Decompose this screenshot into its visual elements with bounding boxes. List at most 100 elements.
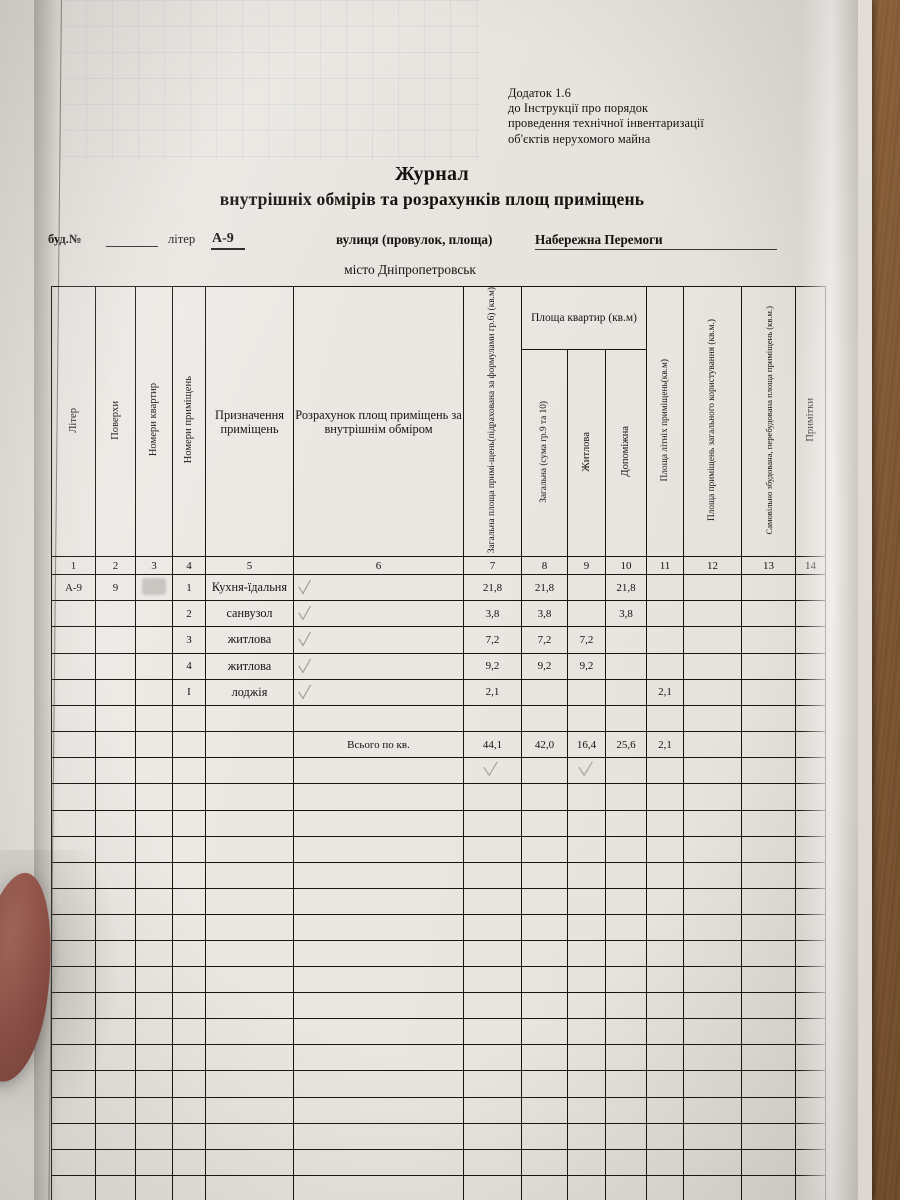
- address-row: буд.№ літер А-9 вулиця (провулок, площа)…: [48, 230, 848, 254]
- cell-empty: [741, 1070, 796, 1098]
- cell-empty: [135, 966, 173, 994]
- cell-empty: [605, 835, 647, 863]
- cell-summer-area: [646, 574, 684, 602]
- colnum-2: 2: [95, 556, 136, 576]
- cell-empty: [95, 1096, 136, 1124]
- header-common-use-area: Площа приміщень загального користування …: [683, 285, 742, 558]
- cell-apt-total: [521, 678, 568, 707]
- cell-empty: [293, 913, 464, 941]
- table-row-empty: [51, 913, 826, 941]
- cell-empty: [683, 705, 742, 733]
- totals-col9: 16,4: [567, 731, 606, 759]
- cell-empty: [172, 1148, 206, 1176]
- table-header-row-1: Літер Поверхи Номери квартир Номери прим…: [51, 285, 826, 558]
- table-row: А-9 9 1 Кухня-їдальня 21,8 21,8 21,8: [51, 574, 826, 602]
- cell-empty: [521, 939, 568, 968]
- header-premises-purpose: Призначення приміщень: [205, 285, 294, 558]
- cell-empty: [172, 1018, 206, 1046]
- cell-empty: [521, 1044, 568, 1072]
- city-label: місто Дніпропетровськ: [344, 262, 476, 277]
- cell-common-area: [683, 652, 742, 680]
- cell-empty: [135, 1148, 173, 1176]
- cell-calculation: [293, 678, 464, 707]
- cell-empty: [521, 913, 568, 941]
- cell-unauthorized-area: [741, 600, 796, 628]
- table-row-empty: [51, 1122, 826, 1150]
- cell-empty: [293, 1096, 464, 1124]
- cell-empty: [172, 887, 206, 915]
- colnum-6: 6: [293, 556, 464, 576]
- cell-empty: [463, 809, 522, 837]
- cell-common-area: [683, 574, 742, 602]
- cell-empty: [646, 1044, 684, 1072]
- totals-row: Всього по кв. 44,1 42,0 16,4 25,6 2,1: [51, 731, 826, 759]
- cell-empty: [205, 966, 294, 994]
- table-row-empty: [51, 1070, 826, 1098]
- cell-empty: [463, 913, 522, 941]
- header-apartment-area-group: Площа квартир (кв.м): [521, 285, 647, 351]
- cell-empty: [567, 861, 606, 889]
- cell-empty: [741, 913, 796, 941]
- cell-empty: [293, 939, 464, 968]
- table-row-empty: [51, 1096, 826, 1124]
- colnum-3: 3: [135, 556, 173, 576]
- pencil-check-icon: [297, 630, 314, 649]
- cell-premise-number: 4: [172, 652, 206, 680]
- table-row-empty: [51, 966, 826, 994]
- cell-empty: [605, 1018, 647, 1046]
- pencil-check-icon: [297, 604, 314, 623]
- cell-empty: [135, 887, 173, 915]
- cell-empty: [683, 809, 742, 837]
- table-row-empty: [51, 835, 826, 863]
- cell-empty: [646, 966, 684, 994]
- cell-empty: [646, 939, 684, 968]
- colnum-12: 12: [683, 556, 742, 576]
- cell-empty: [567, 1018, 606, 1046]
- cell-empty: [293, 887, 464, 915]
- table-row-empty: [51, 1174, 826, 1200]
- liter-label: літер: [168, 232, 196, 246]
- cell-unauthorized-area: [741, 652, 796, 680]
- appendix-reference-block: Додаток 1.6 до Інструкції про порядок пр…: [508, 86, 808, 147]
- cell-empty: [683, 1174, 742, 1200]
- cell-apt-total: 3,8: [521, 600, 568, 628]
- cell-empty: [741, 1148, 796, 1176]
- cell-empty: [741, 887, 796, 915]
- cell-empty: [135, 1122, 173, 1150]
- cell-summer-area: [646, 600, 684, 628]
- cell-empty: [463, 783, 522, 811]
- building-number-blank: [106, 246, 158, 247]
- cell-apt-total: 9,2: [521, 652, 568, 680]
- cell-premise-number: I: [172, 678, 206, 707]
- cell-empty: [172, 809, 206, 837]
- colnum-11: 11: [646, 556, 684, 576]
- cell-empty: [205, 835, 294, 863]
- colnum-5: 5: [205, 556, 294, 576]
- cell-empty: [293, 992, 464, 1020]
- table-row-empty: [51, 861, 826, 889]
- cell-calculation: [293, 574, 464, 602]
- cell-empty: [521, 1096, 568, 1124]
- cell-empty: [567, 913, 606, 941]
- cell-empty: [646, 1148, 684, 1176]
- cell-apt-living: [567, 600, 606, 628]
- cell-empty: [293, 1018, 464, 1046]
- cell-empty: [741, 992, 796, 1020]
- cell-empty: [567, 1174, 606, 1200]
- cell-empty: [605, 1122, 647, 1150]
- cell-empty: [683, 939, 742, 968]
- cell-empty: [741, 757, 796, 785]
- colnum-4: 4: [172, 556, 206, 576]
- cell-empty: [205, 783, 294, 811]
- cell-total-area: 21,8: [463, 574, 522, 602]
- cell-empty: [205, 1174, 294, 1200]
- cell-total-area: 9,2: [463, 652, 522, 680]
- cell-empty: [205, 1148, 294, 1176]
- header-apartment-total: Загальна (сума гр.9 та 10): [521, 349, 568, 558]
- cell-empty: [205, 913, 294, 941]
- page-subtitle: внутрішніх обмірів та розрахунків площ п…: [219, 189, 645, 209]
- cell-total-area: 2,1: [463, 678, 522, 707]
- cell-empty: [172, 939, 206, 968]
- cell-empty: [741, 1122, 796, 1150]
- cell-premise-number: 3: [172, 626, 206, 654]
